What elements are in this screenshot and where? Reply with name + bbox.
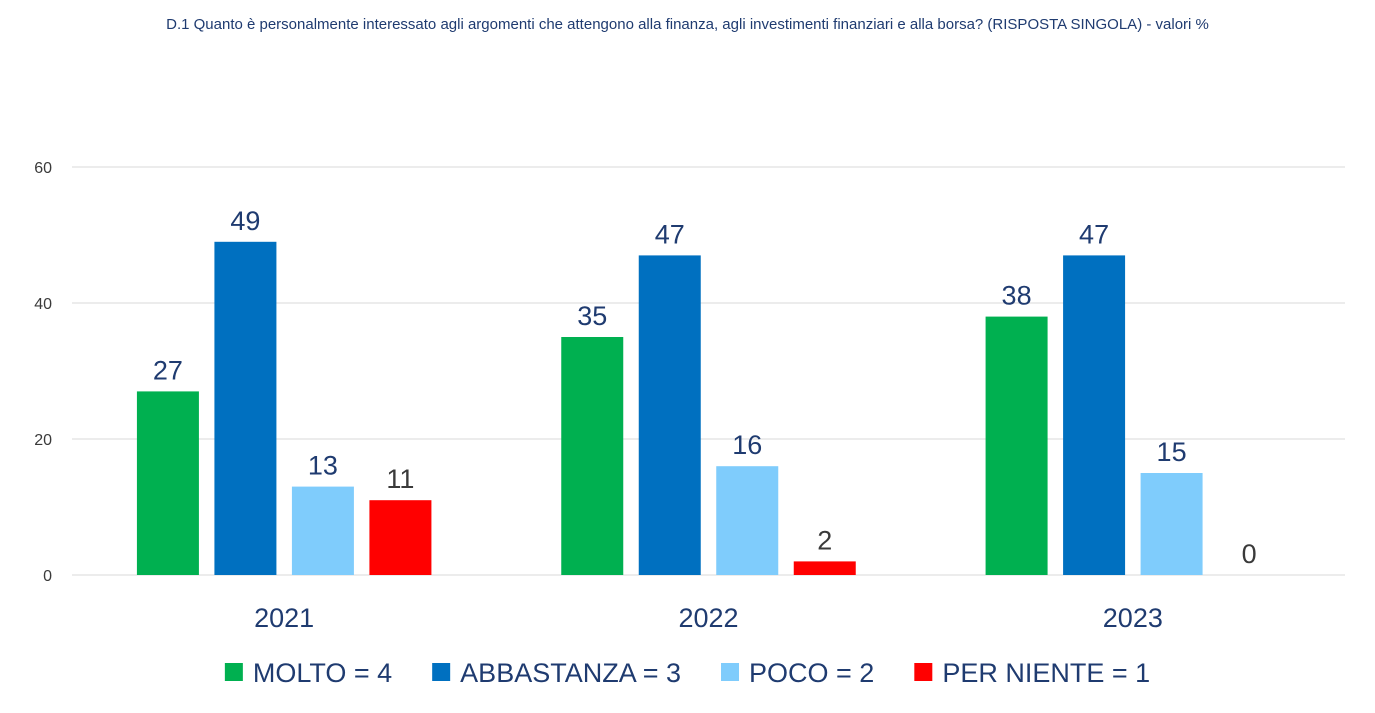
data-label: 47 xyxy=(655,219,685,249)
y-axis-tick-labels: 0 20 40 60 xyxy=(34,160,52,585)
bar-2021-3 xyxy=(291,486,354,575)
data-label: 47 xyxy=(1079,219,1109,249)
legend-item: POCO = 2 xyxy=(721,658,874,688)
y-tick-label: 40 xyxy=(34,296,52,313)
data-label: 11 xyxy=(386,464,414,494)
legend-item: ABBASTANZA = 3 xyxy=(432,658,681,688)
y-tick-label: 60 xyxy=(34,160,52,177)
data-label: 16 xyxy=(732,430,762,460)
legend-item: PER NIENTE = 1 xyxy=(914,658,1150,688)
legend-label: MOLTO = 4 xyxy=(253,658,392,688)
bar-2022-2 xyxy=(638,255,701,575)
category-label: 2021 xyxy=(254,603,314,633)
legend-label: PER NIENTE = 1 xyxy=(942,658,1150,688)
bar-2023-3 xyxy=(1140,473,1203,575)
data-label: 49 xyxy=(230,206,260,236)
legend: MOLTO = 4 ABBASTANZA = 3 POCO = 2 PER NIENT… xyxy=(224,658,1150,688)
grid-lines xyxy=(72,166,1345,576)
bar-2022-1 xyxy=(561,337,624,575)
bar-2023-1 xyxy=(985,316,1048,575)
data-labels: 27 49 13 11 35 47 16 2 38 47 15 0 xyxy=(153,206,1257,569)
y-tick-label: 0 xyxy=(43,568,52,585)
bar-2022-4 xyxy=(793,561,856,575)
legend-swatch xyxy=(224,663,243,681)
data-label: 35 xyxy=(577,301,607,331)
data-label: 2 xyxy=(817,525,832,555)
bar-2021-1 xyxy=(136,391,199,575)
legend-swatch xyxy=(721,663,740,681)
legend-label: ABBASTANZA = 3 xyxy=(460,658,681,688)
data-label: 27 xyxy=(153,355,183,385)
category-label: 2022 xyxy=(678,603,738,633)
x-axis-category-labels: 2021 2022 2023 xyxy=(254,603,1163,633)
y-tick-label: 20 xyxy=(34,432,52,449)
data-label: 13 xyxy=(308,451,338,481)
data-label: 0 xyxy=(1242,539,1257,569)
bar-2021-2 xyxy=(214,241,277,576)
legend-item: MOLTO = 4 xyxy=(224,658,392,688)
category-label: 2023 xyxy=(1103,603,1163,633)
bar-2021-4 xyxy=(369,500,432,575)
bar-2022-3 xyxy=(716,466,779,575)
legend-swatch xyxy=(914,663,933,681)
data-label: 38 xyxy=(1002,281,1032,311)
legend-swatch xyxy=(432,663,451,681)
chart-title: D.1 Quanto è personalmente interessato a… xyxy=(166,16,1209,33)
bar-2023-2 xyxy=(1063,255,1126,575)
data-label: 15 xyxy=(1157,437,1187,467)
bars xyxy=(136,241,1203,576)
legend-label: POCO = 2 xyxy=(749,658,874,688)
